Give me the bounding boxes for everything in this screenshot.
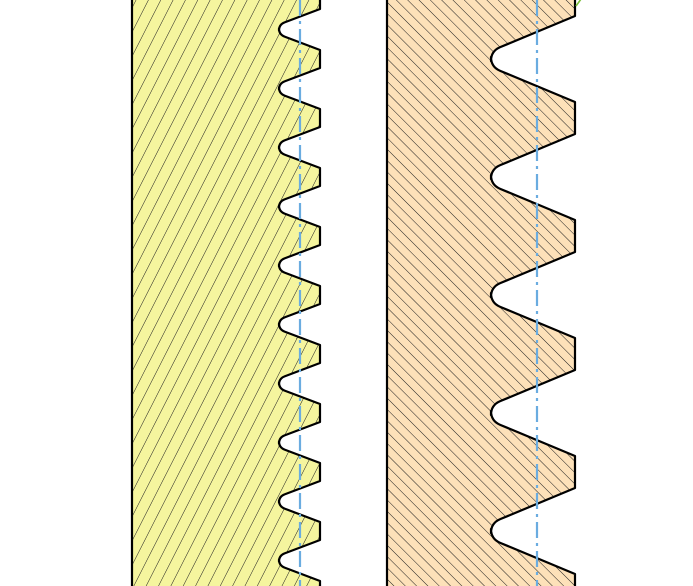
corner-mark [575,0,582,7]
right-rack [385,0,577,586]
right-rack-hatching [387,0,575,586]
left-rack-tooth-profile [277,0,322,586]
left-rack [130,0,322,586]
left-rack-hatching [132,0,320,586]
